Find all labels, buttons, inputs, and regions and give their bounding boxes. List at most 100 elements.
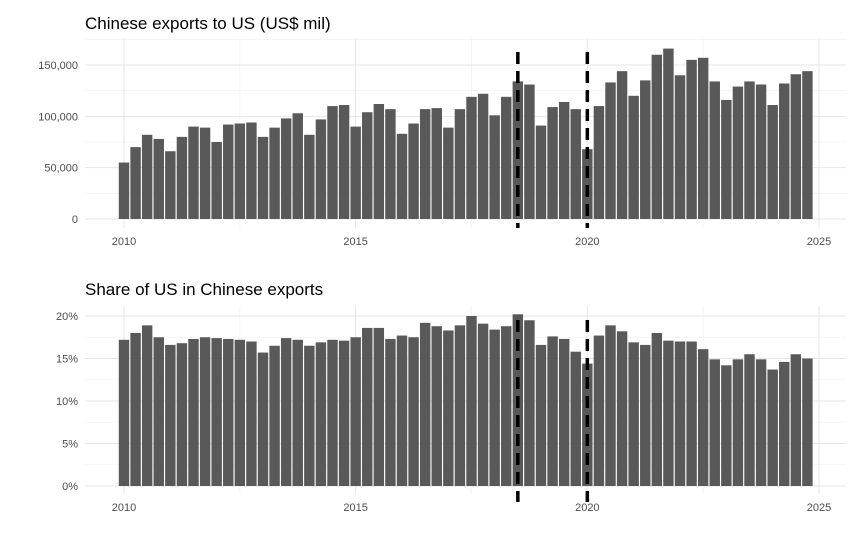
x-tick-label: 2025 bbox=[807, 236, 831, 248]
y-tick-label: 0 bbox=[72, 214, 78, 226]
bar bbox=[547, 107, 558, 219]
bar bbox=[535, 344, 547, 486]
bar bbox=[489, 115, 500, 219]
bar bbox=[570, 351, 581, 486]
bar bbox=[165, 344, 176, 486]
bar bbox=[697, 57, 709, 220]
bar bbox=[269, 127, 280, 219]
chart-panel-2: Share of US in Chinese exports 0% 5% 10% 15%… bbox=[56, 280, 846, 514]
bar bbox=[431, 326, 442, 486]
bar bbox=[431, 108, 442, 219]
bar bbox=[744, 354, 755, 486]
y-tick-label: 10% bbox=[56, 396, 78, 408]
bar bbox=[802, 358, 813, 486]
bar bbox=[744, 81, 755, 219]
x-tick-label: 2025 bbox=[807, 502, 831, 514]
y-tick-label: 20% bbox=[56, 311, 78, 323]
bar bbox=[616, 331, 628, 486]
bar bbox=[350, 337, 361, 486]
bar bbox=[547, 336, 558, 486]
bar bbox=[593, 335, 605, 486]
x-tick-label: 2020 bbox=[575, 502, 599, 514]
bar bbox=[501, 96, 512, 219]
bar bbox=[419, 322, 431, 486]
bar bbox=[246, 341, 257, 486]
bar bbox=[663, 48, 674, 219]
bar bbox=[327, 339, 338, 486]
bar bbox=[593, 106, 605, 219]
bar bbox=[466, 316, 477, 486]
bar bbox=[755, 84, 767, 219]
bar bbox=[362, 112, 373, 219]
bar bbox=[651, 54, 663, 219]
x-tick-label: 2020 bbox=[575, 236, 599, 248]
gridlines bbox=[85, 38, 846, 228]
bar bbox=[362, 327, 373, 486]
bar bbox=[709, 359, 720, 486]
bar bbox=[280, 338, 292, 486]
bar bbox=[732, 86, 744, 219]
bar bbox=[477, 323, 489, 486]
bar bbox=[640, 80, 651, 220]
bar bbox=[524, 320, 535, 486]
bar bbox=[454, 109, 466, 219]
bar bbox=[674, 75, 686, 220]
bar bbox=[443, 330, 454, 486]
bar bbox=[616, 71, 628, 219]
bar bbox=[350, 126, 361, 219]
bar bbox=[211, 142, 222, 219]
y-tick-label: 50,000 bbox=[44, 163, 78, 175]
bar bbox=[269, 345, 280, 486]
bar bbox=[223, 338, 234, 486]
y-tick-label: 5% bbox=[62, 439, 78, 451]
bar bbox=[454, 325, 466, 486]
y-tick-label: 150,000 bbox=[38, 60, 78, 72]
bar bbox=[292, 113, 303, 219]
bar bbox=[327, 106, 338, 219]
bar bbox=[223, 124, 234, 219]
bar bbox=[767, 105, 778, 219]
bar bbox=[304, 134, 315, 219]
y-tick-label: 100,000 bbox=[38, 111, 78, 123]
bar bbox=[338, 105, 350, 219]
bar bbox=[118, 162, 130, 219]
bar bbox=[605, 325, 616, 486]
bar bbox=[292, 339, 303, 486]
bar bbox=[396, 133, 408, 219]
gridlines bbox=[85, 306, 846, 494]
y-tick-label: 0% bbox=[62, 481, 78, 493]
bar bbox=[199, 127, 211, 219]
bar bbox=[790, 354, 802, 486]
chart-title: Share of US in Chinese exports bbox=[85, 280, 323, 299]
bar bbox=[153, 337, 164, 486]
bar bbox=[385, 109, 396, 219]
bar bbox=[477, 93, 489, 219]
bar bbox=[176, 136, 188, 219]
y-tick-label: 15% bbox=[56, 354, 78, 366]
bar bbox=[466, 96, 477, 219]
bar bbox=[373, 327, 385, 486]
bar bbox=[779, 83, 790, 219]
bar bbox=[315, 342, 327, 486]
bar bbox=[535, 125, 547, 219]
bar bbox=[686, 59, 697, 219]
bar bbox=[234, 339, 246, 486]
bar bbox=[686, 341, 697, 486]
bar bbox=[721, 99, 732, 219]
bar bbox=[408, 337, 419, 486]
bar bbox=[628, 95, 639, 219]
bar bbox=[373, 104, 385, 219]
bar bbox=[153, 138, 164, 219]
bar bbox=[234, 123, 246, 219]
bar-series bbox=[118, 314, 813, 486]
bar bbox=[802, 71, 813, 219]
bar bbox=[315, 119, 327, 219]
bar bbox=[640, 344, 651, 486]
bar bbox=[385, 338, 396, 486]
x-tick-label: 2010 bbox=[112, 502, 136, 514]
x-tick-label: 2015 bbox=[343, 236, 367, 248]
bar bbox=[141, 134, 153, 219]
x-tick-label: 2010 bbox=[112, 236, 136, 248]
bar bbox=[176, 343, 188, 486]
